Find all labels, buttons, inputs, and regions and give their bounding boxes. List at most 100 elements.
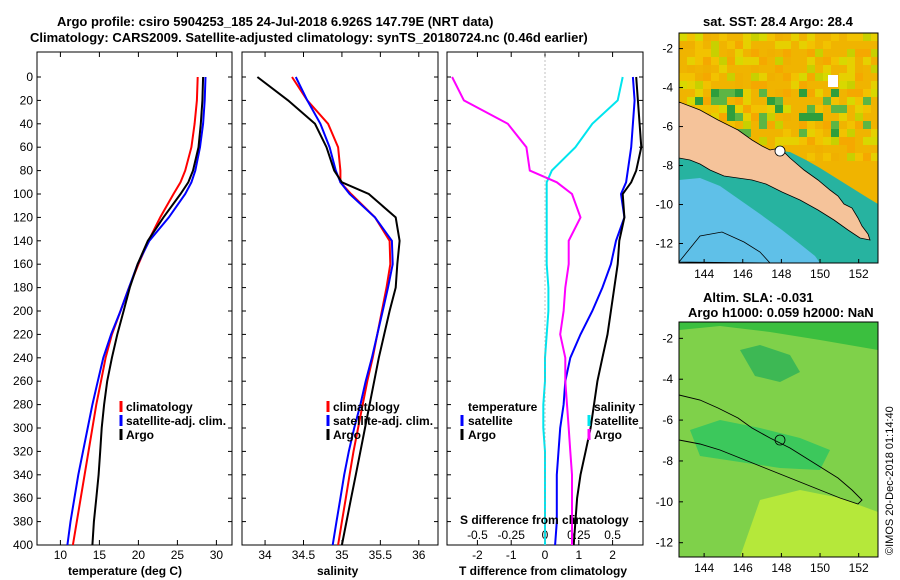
- sst-pixel-green: [735, 89, 743, 97]
- sst-pixel: [807, 89, 815, 97]
- depth-tick-label: 280: [13, 398, 33, 412]
- sst-pixel: [839, 129, 847, 137]
- depth-tick-label: 220: [13, 327, 33, 341]
- lon-tick-label: 150: [810, 267, 830, 281]
- sst-pixel: [791, 137, 799, 145]
- sst-pixel: [743, 105, 751, 113]
- sst-pixel: [791, 73, 799, 81]
- depth-tick-label: 20: [20, 93, 34, 107]
- depth-tick-label: 40: [20, 117, 34, 131]
- sst-coastline-south: [679, 231, 771, 263]
- sst-pixel: [743, 113, 751, 121]
- sst-pixel: [727, 57, 735, 65]
- legend-label-t-satellite: satellite: [468, 414, 513, 428]
- sst-pixel: [743, 121, 751, 129]
- sst-pixel: [815, 73, 823, 81]
- sst-pixel: [687, 57, 695, 65]
- sst-pixel: [719, 57, 727, 65]
- sst-pixel: [767, 49, 775, 57]
- difference-panel: -2 -1 0 1 2 -0.5 -0.25 0 0.25 0.5 S difference f…: [446, 51, 644, 578]
- depth-tick-label: 300: [13, 421, 33, 435]
- sst-pixel: [775, 41, 783, 49]
- sst-pixel: [679, 33, 687, 41]
- sst-pixel: [687, 33, 695, 41]
- sst-pixel: [831, 57, 839, 65]
- sst-pixel: [783, 41, 791, 49]
- sst-pixel: [807, 33, 815, 41]
- sst-pixel: [743, 89, 751, 97]
- lat-tick-label: -12: [656, 536, 674, 550]
- legend-label-argo: Argo: [126, 428, 154, 442]
- sst-pixel: [783, 89, 791, 97]
- sst-pixel: [703, 49, 711, 57]
- sst-pixel: [863, 57, 871, 65]
- x-tick-label: 36: [412, 548, 426, 562]
- sst-pixel-green: [735, 113, 743, 121]
- sst-pixel: [711, 73, 719, 81]
- sst-pixel: [847, 145, 855, 153]
- lon-tick-label: 148: [771, 561, 791, 575]
- sst-pixel: [759, 137, 767, 145]
- sst-pixel-green: [711, 97, 719, 105]
- sst-pixel: [711, 41, 719, 49]
- sst-pixel: [855, 113, 863, 121]
- sst-missing-data: [828, 75, 838, 87]
- sst-pixel: [831, 33, 839, 41]
- sst-pixel: [807, 73, 815, 81]
- sst-pixel: [687, 73, 695, 81]
- sst-pixel: [831, 97, 839, 105]
- sst-pixel: [815, 145, 823, 153]
- s-tick-label: -0.5: [467, 528, 488, 542]
- sst-pixel: [711, 57, 719, 65]
- s-tick-label: 0.25: [567, 528, 591, 542]
- sst-pixel: [863, 105, 871, 113]
- sla-sea-patch: [690, 420, 830, 470]
- sst-pixel-green: [727, 89, 735, 97]
- sst-pixel: [823, 121, 831, 129]
- sst-pixel: [775, 89, 783, 97]
- sst-pixel: [831, 153, 839, 161]
- sst-pixel: [767, 105, 775, 113]
- sst-pixel: [855, 65, 863, 73]
- sst-pixel-green: [759, 89, 767, 97]
- sst-pixel: [703, 81, 711, 89]
- sst-pixel: [759, 73, 767, 81]
- sla-lat-axis: -2 -4 -6 -8 -10 -12: [656, 331, 683, 550]
- sst-pixel: [759, 33, 767, 41]
- sst-pixel-green: [831, 121, 839, 129]
- depth-tick-label: 380: [13, 515, 33, 529]
- sst-map-frame: [678, 32, 879, 264]
- depth-tick-label: 140: [13, 234, 33, 248]
- series-line-satellite-adj-clim: [294, 76, 394, 546]
- sst-pixel-green: [719, 97, 727, 105]
- sst-pixel: [799, 73, 807, 81]
- sst-pixel: [823, 137, 831, 145]
- sst-pixel: [727, 49, 735, 57]
- sst-pixel: [807, 41, 815, 49]
- sst-pixel: [823, 41, 831, 49]
- difference-x-axis: -2 -1 0 1 2: [447, 52, 643, 562]
- sst-pixel: [807, 137, 815, 145]
- sst-pixel-green: [831, 89, 839, 97]
- sla-argo-marker: [774, 434, 786, 446]
- sst-pixel-green: [799, 89, 807, 97]
- sst-pixel: [767, 33, 775, 41]
- sst-pixel: [735, 57, 743, 65]
- sst-pixel: [839, 73, 847, 81]
- salinity-x-axis: 34 34.5 35 35.5 36: [242, 52, 438, 562]
- sst-pixel: [751, 81, 759, 89]
- x-tick-label: 1: [575, 548, 582, 562]
- sst-pixel: [743, 33, 751, 41]
- lat-tick-label: -8: [662, 159, 673, 173]
- sst-pixel: [719, 113, 727, 121]
- x-tick-label: 35: [335, 548, 349, 562]
- sst-pixel: [679, 73, 687, 81]
- sst-pixel: [719, 33, 727, 41]
- depth-tick-label: 360: [13, 491, 33, 505]
- sst-pixel: [783, 73, 791, 81]
- temperature-x-axis: 10 15 20 25 30: [54, 52, 223, 562]
- sst-pixel: [855, 97, 863, 105]
- lat-tick-label: -2: [662, 331, 673, 345]
- sst-pixel: [871, 89, 878, 97]
- sst-pixel-green: [815, 113, 823, 121]
